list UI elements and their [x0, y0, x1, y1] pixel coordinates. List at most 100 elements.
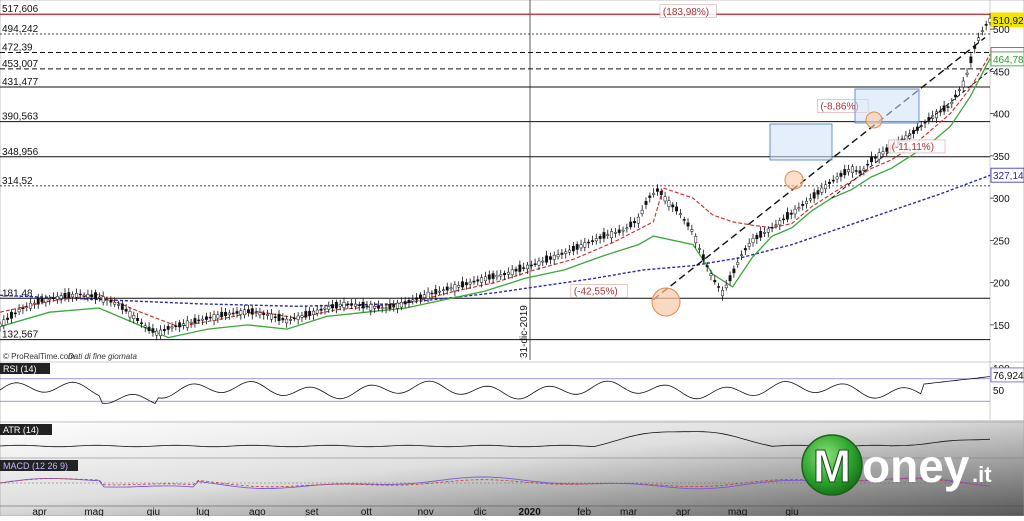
candle-body: [858, 170, 862, 174]
candle-body: [541, 260, 545, 263]
candle-body: [227, 312, 231, 316]
candle-body: [243, 309, 247, 316]
candle-body: [258, 312, 262, 316]
candle-body: [736, 262, 740, 265]
candle-body: [491, 273, 495, 279]
candle-body: [208, 316, 212, 319]
candle-body: [155, 330, 159, 336]
candle-body: [602, 232, 606, 239]
consolidation-box-1: [769, 123, 833, 161]
candle-body: [564, 251, 568, 254]
candle-body: [610, 231, 614, 239]
right-label-2: 464,78: [993, 55, 1024, 66]
candle-body: [533, 263, 537, 265]
candle-body: [724, 284, 728, 289]
candle-body: [350, 303, 354, 306]
candle-body: [342, 302, 346, 308]
candle-body: [94, 292, 98, 300]
candle-body: [384, 307, 388, 309]
month-tick-10: feb: [577, 507, 591, 516]
candle-body: [124, 308, 128, 312]
candle-body: [743, 248, 747, 251]
candle-body: [419, 294, 422, 300]
candle-body: [633, 220, 636, 224]
candle-body: [403, 301, 407, 305]
trendline-2: [831, 54, 1011, 199]
candle-body: [139, 322, 143, 324]
candle-body: [21, 307, 25, 309]
candle-body: [105, 299, 109, 302]
candle-body: [808, 198, 812, 201]
candle-body: [392, 303, 396, 308]
candle-body: [25, 306, 29, 308]
trendline-1: [652, 37, 986, 301]
candle-body: [606, 234, 610, 236]
candle-body: [464, 282, 468, 286]
candle-body: [441, 289, 445, 292]
month-tick-1: mag: [84, 507, 103, 516]
candle-body: [277, 313, 281, 321]
candle-body: [862, 168, 866, 171]
candle-body: [334, 301, 338, 309]
level-label-6: 348,956: [2, 147, 39, 158]
candle-body: [376, 305, 380, 309]
candle-body: [682, 219, 686, 221]
annotation-3: (-42,55%): [574, 286, 618, 297]
candle-body: [357, 304, 361, 307]
candle-body: [801, 204, 805, 206]
candle-body: [292, 317, 296, 320]
candle-body: [495, 275, 499, 278]
rsi-name-bg: [0, 363, 50, 374]
month-tick-6: ott: [361, 507, 372, 516]
candle-body: [839, 172, 843, 177]
candle-body: [751, 238, 755, 243]
money-logo: M oney .it: [801, 434, 992, 496]
level-label-2: 472,39: [2, 42, 33, 53]
candle-body: [831, 179, 835, 182]
level-label-0: 517,606: [2, 4, 39, 15]
candle-body: [128, 311, 132, 318]
candle-body: [980, 30, 984, 32]
candle-body: [151, 328, 155, 333]
candle-body: [101, 296, 105, 303]
candle-body: [468, 281, 472, 285]
candle-body: [166, 326, 170, 330]
candle-body: [514, 268, 518, 272]
candle-body: [2, 319, 6, 326]
ma-green-line: [0, 58, 991, 339]
annotation-2: (-11,11%): [892, 142, 934, 153]
candle-body: [369, 304, 373, 311]
annotation-box-0: [659, 4, 717, 19]
candle-body: [361, 301, 365, 309]
annotation-box-3: [570, 284, 628, 298]
atr-name-bg: [0, 424, 52, 435]
candle-body: [365, 305, 369, 308]
annotation-1: (-8,86%): [820, 101, 858, 112]
candle-body: [877, 152, 881, 160]
candle-body: [671, 204, 675, 208]
candle-body: [755, 235, 759, 240]
candle-body: [789, 212, 793, 215]
candle-body: [13, 312, 17, 315]
candle-body: [304, 311, 308, 318]
candle-body: [308, 310, 312, 316]
candle-body: [667, 200, 671, 207]
candle-body: [728, 275, 732, 282]
candle-body: [782, 218, 786, 221]
candle-body: [575, 244, 579, 250]
candle-body: [117, 304, 120, 306]
month-tick-2: giu: [147, 507, 160, 516]
candle-body: [415, 297, 419, 300]
candle-body: [881, 151, 885, 155]
candle-body: [266, 314, 270, 316]
candle-body: [59, 295, 63, 299]
ma-blue-line: [0, 174, 991, 308]
candle-body: [866, 163, 870, 166]
candle-body: [545, 255, 549, 263]
candle-body: [824, 184, 828, 190]
logo-circle: [801, 434, 863, 496]
candle-body: [250, 308, 254, 315]
candle-body: [483, 276, 487, 282]
candle-body: [636, 216, 640, 224]
candle-body: [885, 147, 889, 152]
